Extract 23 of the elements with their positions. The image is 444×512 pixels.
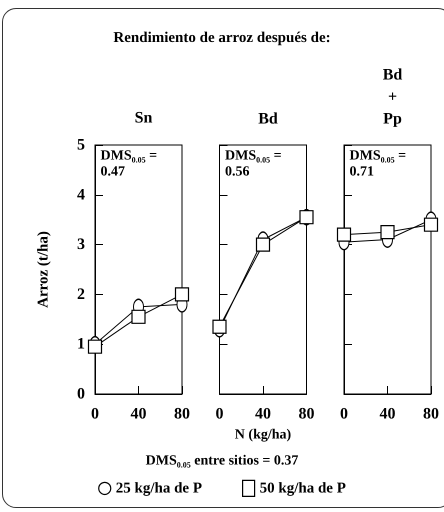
y-tick-label: 2 xyxy=(77,286,85,303)
chart-title: Bd + Pp xyxy=(382,66,402,128)
text: Rendimiento de arroz después de: xyxy=(113,30,331,46)
y-tick-label: 1 xyxy=(77,336,85,353)
x-tick-label: 80 xyxy=(423,406,439,422)
legend-label: 50 kg/ha de P xyxy=(260,480,346,496)
x-tick-label: 40 xyxy=(255,406,271,422)
x-tick-label: 40 xyxy=(380,406,396,422)
chart-title: Bd xyxy=(258,110,278,128)
x-tick-label: 80 xyxy=(174,406,190,422)
legend-label: 25 kg/ha de P xyxy=(116,480,202,496)
y-tick-label: 0 xyxy=(77,386,85,402)
x-axis-title: N (kg/ha) xyxy=(234,428,292,442)
x-tick-label: 0 xyxy=(91,406,99,422)
y-axis-title: Arroz (t/ha) xyxy=(36,231,52,308)
y-tick-label: 5 xyxy=(77,136,85,154)
x-tick-label: 0 xyxy=(340,406,348,422)
x-tick-label: 80 xyxy=(298,406,314,422)
y-tick-label: 4 xyxy=(77,186,85,204)
x-tick-label: 40 xyxy=(130,406,146,422)
y-tick-label: 3 xyxy=(77,236,85,254)
x-tick-label: 0 xyxy=(216,406,224,422)
chart-subtitle: Sn xyxy=(134,110,152,126)
